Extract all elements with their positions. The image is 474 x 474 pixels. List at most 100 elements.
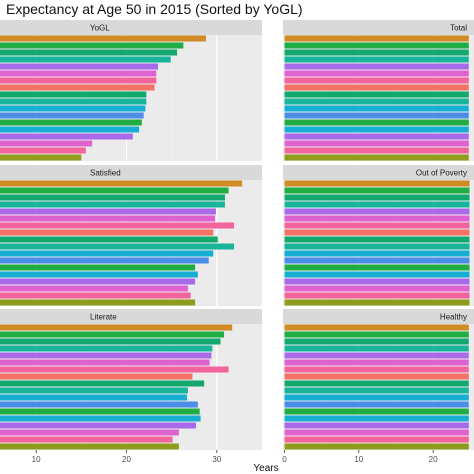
facet-strip-label: Literate (90, 313, 117, 322)
bar (284, 126, 469, 133)
bar (284, 436, 469, 443)
bar (284, 70, 469, 77)
bar (284, 264, 470, 271)
bar (284, 63, 469, 70)
bar (284, 250, 470, 257)
bar (284, 422, 469, 429)
facet-strip (0, 165, 262, 180)
bar (0, 292, 191, 299)
bar (284, 236, 470, 243)
bar (0, 429, 179, 436)
bar (284, 373, 469, 380)
bar (0, 243, 234, 250)
bar (284, 119, 469, 126)
bar (284, 415, 469, 422)
bar (0, 119, 142, 126)
bar (284, 215, 470, 222)
bar (0, 264, 196, 271)
bar (0, 105, 146, 112)
bar (284, 194, 470, 201)
bar (284, 98, 469, 105)
bar (0, 180, 243, 187)
facet-strip-label: Healthy (440, 313, 467, 322)
bar (0, 401, 198, 408)
bar (0, 271, 198, 278)
bar (0, 126, 140, 133)
bar (284, 292, 470, 299)
x-tick-label: 20 (429, 455, 438, 464)
bar (284, 77, 469, 84)
bar (0, 133, 133, 140)
bar (284, 345, 469, 352)
bar (0, 77, 157, 84)
facet-panel-out-of-poverty: Out of Poverty (283, 165, 474, 306)
bar (284, 443, 469, 450)
bar (284, 243, 470, 250)
bar (0, 222, 234, 229)
bar (284, 133, 469, 140)
bar (0, 278, 196, 285)
facet-strip (283, 20, 474, 35)
bar (0, 422, 197, 429)
facet-strip (0, 20, 262, 35)
bar (284, 84, 469, 91)
facet-strip-label: Total (450, 24, 467, 33)
bar (0, 250, 214, 257)
bar (284, 201, 470, 208)
bar (0, 140, 93, 147)
bar (284, 331, 469, 338)
bar (0, 415, 201, 422)
bar (0, 201, 225, 208)
bar (0, 229, 214, 236)
facet-panel-healthy: Healthy (283, 309, 474, 450)
bar (0, 194, 225, 201)
facet-panel-yogl: YoGL (0, 20, 263, 161)
facet-strip-label: YoGL (90, 24, 110, 33)
bar (284, 140, 469, 147)
bar (284, 285, 470, 292)
bar (0, 436, 173, 443)
bar (284, 91, 469, 98)
bar (0, 345, 213, 352)
bar (284, 56, 469, 63)
bar (284, 324, 469, 331)
bar (0, 35, 206, 42)
facet-strip-label: Satisfied (90, 169, 121, 178)
bar (0, 187, 229, 194)
bar (0, 331, 225, 338)
panel-background (283, 324, 474, 450)
bar (0, 236, 218, 243)
x-axis-title: Years (253, 463, 278, 474)
bar (284, 366, 469, 373)
chart-title: Expectancy at Age 50 in 2015 (Sorted by … (6, 1, 303, 17)
bar (284, 49, 469, 56)
bar (0, 84, 155, 91)
bar (284, 257, 470, 264)
bar (284, 105, 469, 112)
facet-strip-label: Out of Poverty (416, 169, 467, 178)
x-tick-label: 10 (354, 455, 363, 464)
bar (0, 215, 216, 222)
bar (284, 42, 469, 49)
bar (0, 380, 205, 387)
bar (0, 338, 221, 345)
bar (284, 408, 469, 415)
bar (0, 443, 179, 450)
bar (0, 63, 159, 70)
x-tick-label: 0 (282, 455, 287, 464)
bar (284, 112, 469, 119)
bar (284, 208, 470, 215)
bar (284, 271, 470, 278)
panel-background (0, 35, 262, 161)
bar (284, 387, 469, 394)
bar (0, 112, 144, 119)
bar (284, 380, 469, 387)
bar (0, 70, 157, 77)
bar (284, 35, 469, 42)
bar (284, 180, 470, 187)
bar (0, 56, 171, 63)
bar (0, 42, 184, 49)
panel-background (0, 324, 262, 450)
facet-strip (283, 309, 474, 324)
